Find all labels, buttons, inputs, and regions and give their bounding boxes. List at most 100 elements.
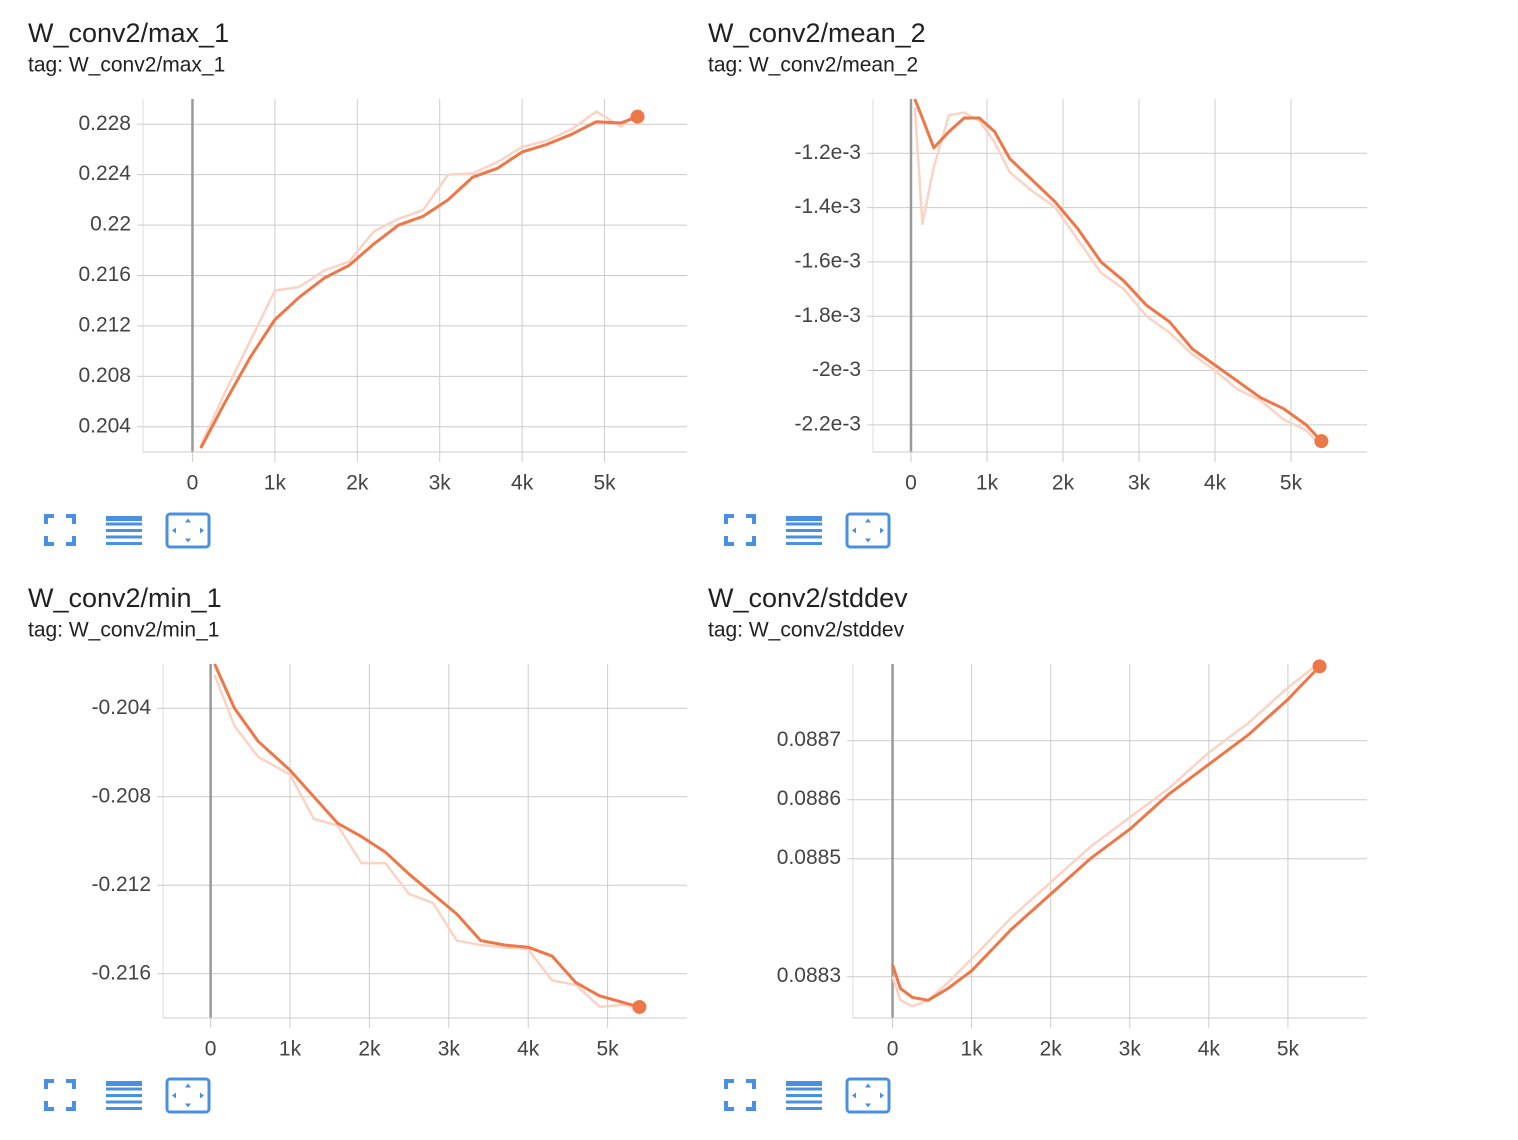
chart-panel: W_conv2/min_1 tag: W_conv2/min_1 -0.216 -0.… bbox=[28, 583, 687, 1114]
y-tick-label: 0.22 bbox=[90, 213, 131, 236]
last-point bbox=[1312, 659, 1327, 674]
fit-domain-button[interactable] bbox=[845, 1077, 891, 1114]
y-tick-label: 0.0887 bbox=[777, 728, 841, 751]
smoothed-line bbox=[891, 665, 1321, 1002]
fullscreen-button[interactable] bbox=[724, 1079, 756, 1111]
smoothed-line bbox=[199, 115, 639, 449]
x-tick-label: 4k bbox=[1204, 472, 1227, 495]
list-icon-bar bbox=[106, 542, 142, 545]
list-icon-bar bbox=[106, 1100, 142, 1104]
y-tick-label: -1.2e-3 bbox=[794, 141, 861, 164]
y-tick-label: -0.204 bbox=[91, 696, 151, 719]
y-tick-label: -1.6e-3 bbox=[794, 249, 861, 272]
fullscreen-icon bbox=[724, 514, 756, 546]
raw-line bbox=[199, 110, 639, 447]
list-icon-bar bbox=[106, 516, 142, 521]
list-icon-bar bbox=[786, 529, 822, 532]
chart-panel: W_conv2/stddev tag: W_conv2/stddev 0.0883 0… bbox=[708, 583, 1367, 1114]
chart-tag: tag: W_conv2/min_1 bbox=[28, 619, 219, 642]
raw-line bbox=[213, 674, 640, 1011]
list-icon-bar bbox=[786, 1081, 822, 1086]
x-tick-label: 5k bbox=[1277, 1038, 1300, 1061]
x-tick-label: 2k bbox=[358, 1038, 381, 1061]
list-icon-bar bbox=[106, 1094, 142, 1097]
x-tick-label: 5k bbox=[593, 472, 616, 495]
x-tick-label: 5k bbox=[1280, 472, 1303, 495]
x-tick-label: 0 bbox=[205, 1038, 217, 1061]
y-tick-label: 0.208 bbox=[78, 364, 131, 387]
fullscreen-button[interactable] bbox=[44, 514, 76, 546]
chart-tag: tag: W_conv2/mean_2 bbox=[708, 54, 918, 77]
x-tick-label: 2k bbox=[1052, 472, 1075, 495]
x-tick-label: 3k bbox=[1119, 1038, 1142, 1061]
fit-domain-button[interactable] bbox=[845, 512, 891, 549]
list-icon-bar bbox=[786, 542, 822, 545]
y-tick-label: 0.204 bbox=[78, 414, 131, 437]
y-tick-label: -0.208 bbox=[91, 784, 151, 807]
y-tick-label: -2e-3 bbox=[812, 358, 861, 381]
x-tick-label: 3k bbox=[438, 1038, 461, 1061]
fit-icon-frame bbox=[845, 1077, 891, 1114]
list-icon-bar bbox=[786, 1100, 822, 1104]
x-tick-label: 1k bbox=[264, 472, 287, 495]
x-tick-label: 0 bbox=[905, 472, 917, 495]
fit-icon-frame bbox=[845, 512, 891, 549]
chart-title: W_conv2/min_1 bbox=[28, 583, 222, 613]
fit-icon-frame bbox=[165, 512, 211, 549]
list-icon-bar bbox=[786, 535, 822, 539]
list-icon-bar bbox=[106, 529, 142, 532]
fullscreen-icon bbox=[44, 514, 76, 546]
y-tick-label: 0.0885 bbox=[777, 846, 841, 869]
smoothed-line bbox=[213, 663, 640, 1009]
chart-tag: tag: W_conv2/max_1 bbox=[28, 54, 225, 77]
chart-panel: W_conv2/max_1 tag: W_conv2/max_1 0.204 0.20… bbox=[28, 18, 687, 549]
list-icon-bar bbox=[106, 522, 142, 526]
x-tick-label: 0 bbox=[187, 472, 199, 495]
y-tick-label: 0.216 bbox=[78, 263, 131, 286]
y-tick-label: 0.224 bbox=[78, 162, 131, 185]
x-tick-label: 2k bbox=[1040, 1038, 1063, 1061]
x-tick-label: 1k bbox=[976, 472, 999, 495]
x-tick-label: 3k bbox=[429, 472, 452, 495]
chart-panel: W_conv2/mean_2 tag: W_conv2/mean_2 -2.2e-3… bbox=[708, 18, 1367, 549]
list-icon-bar bbox=[786, 1087, 822, 1091]
x-tick-label: 1k bbox=[279, 1038, 302, 1061]
y-tick-label: -0.212 bbox=[91, 873, 151, 896]
log-scale-button[interactable] bbox=[106, 516, 142, 545]
fit-domain-button[interactable] bbox=[165, 1077, 211, 1114]
y-tick-label: -2.2e-3 bbox=[794, 412, 861, 435]
list-icon-bar bbox=[106, 1081, 142, 1086]
fit-domain-button[interactable] bbox=[165, 512, 211, 549]
last-point bbox=[1314, 434, 1329, 449]
fullscreen-button[interactable] bbox=[44, 1079, 76, 1111]
chart-title: W_conv2/stddev bbox=[708, 583, 908, 613]
y-tick-label: 0.0883 bbox=[777, 964, 841, 987]
chart-title: W_conv2/max_1 bbox=[28, 18, 229, 48]
fullscreen-icon bbox=[44, 1079, 76, 1111]
list-icon-bar bbox=[786, 522, 822, 526]
list-icon-bar bbox=[106, 535, 142, 539]
x-tick-label: 4k bbox=[511, 472, 534, 495]
log-scale-button[interactable] bbox=[106, 1081, 142, 1110]
raw-line bbox=[891, 661, 1321, 1008]
smoothed-line bbox=[913, 98, 1323, 443]
x-tick-label: 3k bbox=[1128, 472, 1151, 495]
fullscreen-button[interactable] bbox=[724, 514, 756, 546]
list-icon-bar bbox=[786, 1107, 822, 1110]
list-icon-bar bbox=[786, 1094, 822, 1097]
x-tick-label: 1k bbox=[961, 1038, 984, 1061]
y-tick-label: 0.228 bbox=[78, 112, 131, 135]
y-tick-label: -1.8e-3 bbox=[794, 304, 861, 327]
x-tick-label: 0 bbox=[887, 1038, 899, 1061]
list-icon-bar bbox=[106, 1087, 142, 1091]
last-point bbox=[632, 999, 647, 1014]
y-tick-label: -1.4e-3 bbox=[794, 195, 861, 218]
chart-title: W_conv2/mean_2 bbox=[708, 18, 926, 48]
fullscreen-icon bbox=[724, 1079, 756, 1111]
list-icon-bar bbox=[106, 1107, 142, 1110]
log-scale-button[interactable] bbox=[786, 516, 822, 545]
x-tick-label: 4k bbox=[517, 1038, 540, 1061]
raw-line bbox=[913, 107, 1323, 448]
log-scale-button[interactable] bbox=[786, 1081, 822, 1110]
